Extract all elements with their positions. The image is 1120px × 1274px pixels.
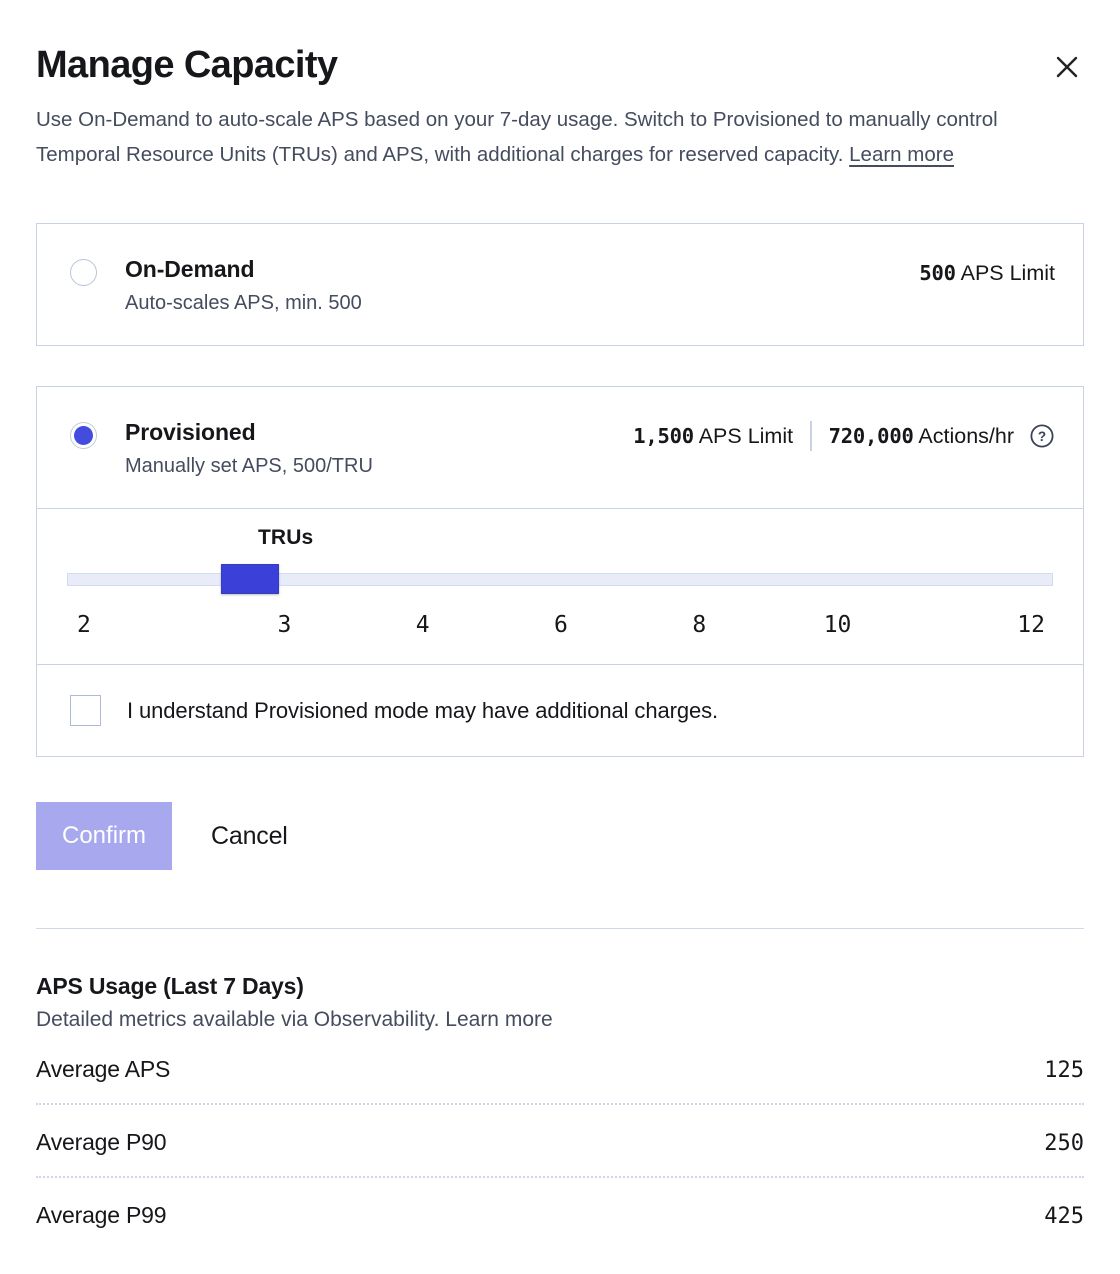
- option-card-on-demand[interactable]: On-Demand Auto-scales APS, min. 500 500 …: [36, 223, 1084, 346]
- learn-more-link[interactable]: Learn more: [849, 143, 954, 166]
- usage-subtitle-text: Detailed metrics available via Observabi…: [36, 1008, 446, 1031]
- close-button[interactable]: [1050, 50, 1084, 84]
- table-row: Average P99 425: [36, 1178, 1084, 1249]
- on-demand-main-row: On-Demand Auto-scales APS, min. 500 500 …: [37, 224, 1083, 345]
- on-demand-title: On-Demand: [125, 256, 255, 282]
- slider-thumb[interactable]: [220, 564, 279, 594]
- description-text: Use On-Demand to auto-scale APS based on…: [36, 108, 998, 166]
- metric-name: Average APS: [36, 1056, 171, 1082]
- provisioned-actions-rate: 720,000 Actions/hr: [829, 421, 1014, 451]
- trus-slider-block: TRUs 2 3 4 6 8 10 12: [37, 508, 1083, 664]
- on-demand-stats: 500 APS Limit: [919, 258, 1055, 288]
- acknowledgement-label: I understand Provisioned mode may have a…: [127, 697, 719, 723]
- on-demand-texts: On-Demand Auto-scales APS, min. 500: [125, 254, 919, 317]
- provisioned-main-row: Provisioned Manually set APS, 500/TRU 1,…: [37, 387, 1083, 508]
- on-demand-aps-label: APS Limit: [955, 261, 1055, 285]
- usage-metrics-list: Average APS 125 Average P90 250 Average …: [36, 1032, 1084, 1249]
- provisioned-stats: 1,500 APS Limit 720,000 Actions/hr ?: [633, 421, 1055, 451]
- dialog-header: Manage Capacity: [36, 0, 1084, 88]
- provisioned-texts: Provisioned Manually set APS, 500/TRU: [125, 417, 633, 480]
- slider-track[interactable]: [67, 573, 1053, 586]
- question-mark-circle-icon[interactable]: ?: [1029, 423, 1055, 449]
- stat-divider: [810, 421, 812, 451]
- page-title: Manage Capacity: [36, 44, 338, 86]
- slider-tick: 6: [554, 612, 568, 638]
- table-row: Average APS 125: [36, 1032, 1084, 1105]
- provisioned-subtitle: Manually set APS, 500/TRU: [125, 455, 373, 477]
- slider-tick: 3: [277, 612, 292, 638]
- slider-tick: 10: [823, 612, 852, 638]
- section-divider: [36, 928, 1084, 929]
- usage-section-title: APS Usage (Last 7 Days): [36, 973, 304, 999]
- slider-tick: 8: [692, 612, 707, 638]
- metric-value: 125: [1044, 1058, 1084, 1083]
- slider-tick: 2: [77, 612, 91, 638]
- close-icon: [1054, 54, 1080, 80]
- dialog-description: Use On-Demand to auto-scale APS based on…: [36, 102, 1084, 172]
- slider-ticks: 2 3 4 6 8 10 12: [67, 612, 1053, 638]
- option-card-provisioned[interactable]: Provisioned Manually set APS, 500/TRU 1,…: [36, 386, 1084, 757]
- usage-section-subtitle: Detailed metrics available via Observabi…: [36, 1008, 1084, 1032]
- usage-learn-more-link[interactable]: Learn more: [445, 1008, 553, 1031]
- provisioned-aps-value: 1,500: [633, 424, 694, 448]
- on-demand-aps-value: 500: [919, 261, 956, 285]
- radio-on-demand[interactable]: [70, 259, 97, 286]
- svg-text:?: ?: [1038, 429, 1046, 444]
- provisioned-title: Provisioned: [125, 419, 256, 445]
- metric-name: Average P90: [36, 1129, 167, 1155]
- acknowledgement-row[interactable]: I understand Provisioned mode may have a…: [37, 664, 1083, 756]
- provisioned-aps-label: APS Limit: [693, 424, 794, 448]
- slider-tick: 4: [415, 612, 430, 638]
- dialog-actions: Confirm Cancel: [36, 802, 1084, 870]
- metric-value: 250: [1044, 1131, 1084, 1156]
- provisioned-actions-value: 720,000: [828, 424, 914, 448]
- trus-label: TRUs: [258, 526, 314, 549]
- on-demand-aps-limit: 500 APS Limit: [919, 258, 1055, 288]
- on-demand-subtitle: Auto-scales APS, min. 500: [125, 292, 362, 314]
- slider-tick: 12: [1017, 612, 1045, 638]
- provisioned-actions-label: Actions/hr: [913, 424, 1014, 448]
- cancel-button[interactable]: Cancel: [211, 821, 288, 850]
- radio-provisioned[interactable]: [70, 422, 97, 449]
- trus-slider[interactable]: [67, 564, 1053, 594]
- confirm-button[interactable]: Confirm: [36, 802, 173, 870]
- provisioned-aps-limit: 1,500 APS Limit: [633, 421, 793, 451]
- metric-name: Average P99: [36, 1202, 167, 1228]
- acknowledgement-checkbox[interactable]: [70, 695, 101, 726]
- metric-value: 425: [1044, 1204, 1084, 1229]
- table-row: Average P90 250: [36, 1105, 1084, 1178]
